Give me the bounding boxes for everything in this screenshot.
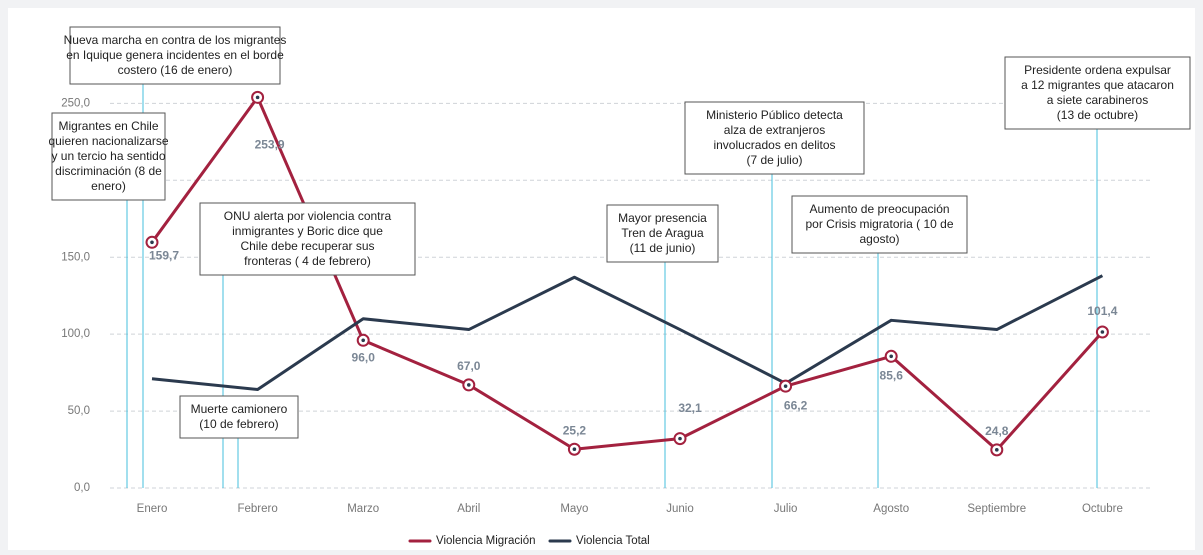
annotation-text: Mayor presencia (618, 211, 707, 225)
x-tick-label: Febrero (237, 503, 277, 515)
annotation-box (51, 112, 166, 201)
annotation-text: involucrados en delitos (713, 138, 835, 152)
annotation-text: Tren de Aragua (621, 226, 704, 240)
annotation-text: (13 de octubre) (1057, 108, 1138, 122)
marker-dot (783, 384, 788, 388)
value-label: 32,1 (678, 401, 702, 415)
legend-label: Violencia Migración (436, 535, 536, 547)
annotation-text: quieren nacionalizarse (48, 134, 168, 148)
x-tick-label: Julio (774, 503, 798, 515)
y-tick-label: 250,0 (61, 97, 90, 109)
marker-dot (150, 240, 154, 245)
marker-dot (889, 354, 893, 359)
annotation-box (69, 26, 281, 85)
value-label: 96,0 (352, 350, 376, 364)
marker-dot (572, 447, 577, 452)
annotation-text: enero) (91, 179, 126, 193)
annotation-box (791, 195, 968, 254)
marker-dot (1100, 330, 1105, 334)
annotation-text: discriminación (8 de (55, 164, 162, 178)
value-label: 66,2 (784, 398, 808, 412)
value-label: 67,0 (457, 359, 481, 373)
marker-dot (678, 436, 682, 441)
annotation-text: a siete carabineros (1047, 93, 1148, 107)
value-label: 101,4 (1087, 304, 1117, 318)
annotation-box (199, 202, 416, 276)
annotation-text: Muerte camionero (191, 402, 288, 416)
value-label: 85,6 (880, 368, 904, 382)
annotation-box (179, 395, 299, 439)
annotation-text: costero (16 de enero) (118, 63, 233, 77)
annotation-text: (7 de julio) (746, 153, 802, 167)
x-tick-label: Octubre (1082, 503, 1123, 515)
annotation-box (1004, 56, 1191, 130)
annotation-text: agosto) (859, 232, 899, 246)
y-tick-label: 100,0 (61, 328, 90, 340)
annotation-text: Nueva marcha en contra de los migrantes (64, 33, 287, 47)
annotation-text: en Iquique genera incidentes en el borde (66, 48, 284, 62)
chart-background (8, 8, 1195, 550)
annotation-box (684, 101, 865, 175)
y-tick-label: 150,0 (61, 251, 90, 263)
x-tick-label: Abril (457, 503, 480, 515)
value-label: 253,9 (255, 138, 285, 152)
annotation-text: Aumento de preocupación (809, 202, 949, 216)
annotation-text: Ministerio Público detecta (706, 108, 843, 122)
annotation-text: fronteras ( 4 de febrero) (244, 254, 371, 268)
y-tick-label: 50,0 (68, 405, 90, 417)
annotation-text: (11 de junio) (630, 241, 696, 255)
x-tick-label: Mayo (560, 503, 588, 515)
annotation-text: Presidente ordena expulsar (1024, 63, 1171, 77)
annotation-text: y un tercio ha sentido (51, 149, 165, 163)
annotation-text: por Crisis migratoria ( 10 de (805, 217, 953, 231)
legend-label: Violencia Total (576, 535, 650, 547)
annotation-text: Migrantes en Chile (58, 119, 158, 133)
annotation-text: inmigrantes y Boric dice que (232, 224, 383, 238)
value-label: 25,2 (563, 423, 587, 437)
annotation-box (606, 204, 719, 263)
marker-dot (995, 448, 999, 452)
value-label: 159,7 (149, 248, 179, 262)
series-line (151, 274, 1104, 392)
x-tick-label: Junio (666, 503, 694, 515)
annotation-text: ONU alerta por violencia contra (224, 209, 392, 223)
annotation-text: (10 de febrero) (199, 417, 278, 431)
marker-dot (255, 95, 260, 100)
annotation-text: Chile debe recuperar sus (240, 239, 374, 253)
x-tick-label: Septiembre (967, 503, 1026, 515)
y-tick-label: 0,0 (74, 482, 90, 494)
annotation-text: alza de extranjeros (724, 123, 825, 137)
marker-dot (361, 338, 366, 343)
x-tick-label: Agosto (873, 503, 909, 515)
x-tick-label: Enero (137, 503, 168, 515)
annotation-text: a 12 migrantes que atacaron (1021, 78, 1174, 92)
value-label: 24,8 (985, 424, 1009, 438)
x-tick-label: Marzo (347, 503, 379, 515)
marker-dot (467, 383, 471, 387)
